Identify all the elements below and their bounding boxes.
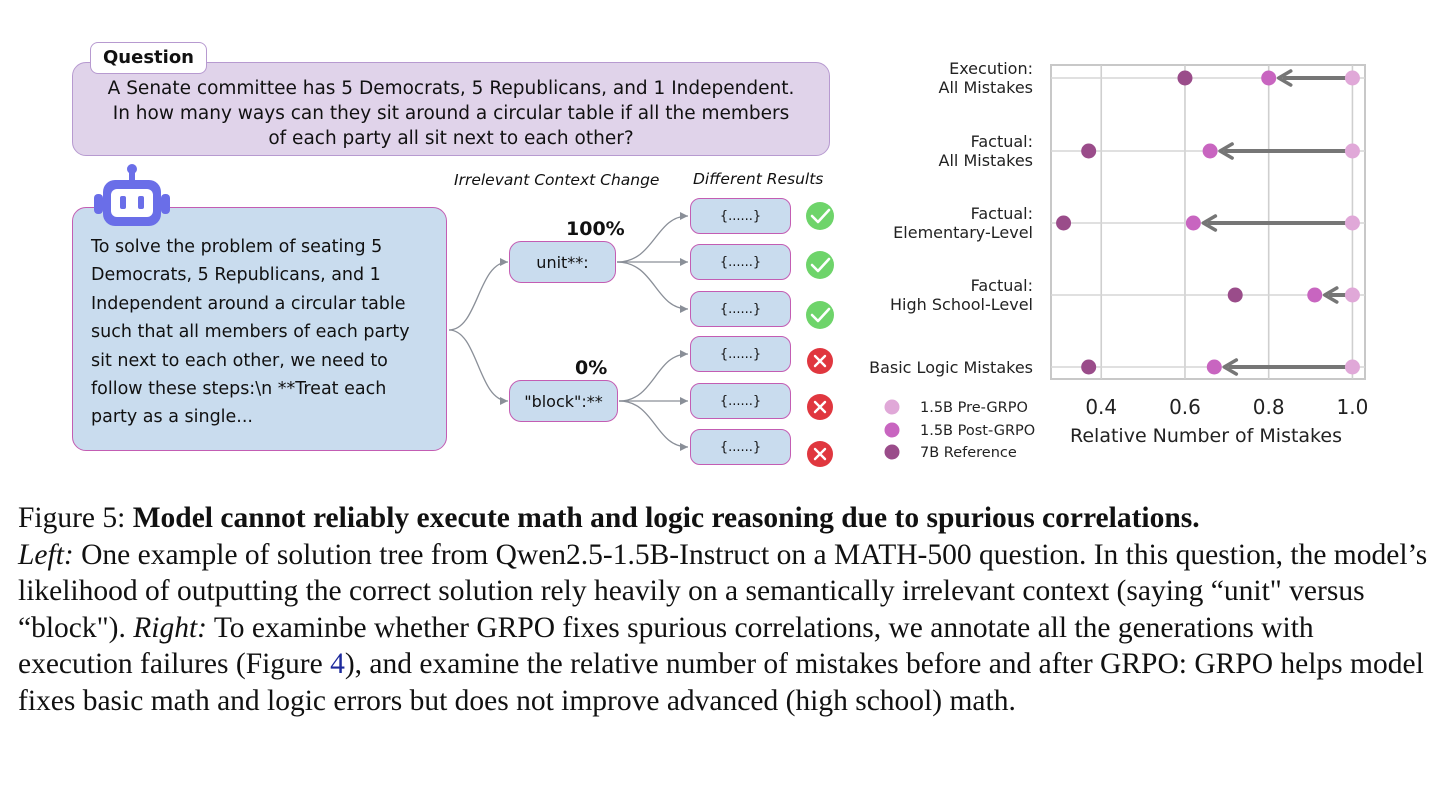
shift-arrow-head: [1218, 142, 1234, 160]
legend-marker: [884, 399, 900, 415]
header-context-change: Irrelevant Context Change: [454, 171, 660, 189]
legend-label: 7B Reference: [920, 445, 1017, 461]
answer-line: Democrats, 5 Republicans, and 1: [91, 265, 381, 286]
y-category-label: All Mistakes: [939, 78, 1033, 97]
cross-icon: [807, 348, 833, 374]
plot-frame: [1050, 64, 1366, 380]
data-point: [1344, 287, 1360, 303]
data-point: [1344, 70, 1360, 86]
percent-unit: 100%: [566, 218, 625, 240]
percent-block: 0%: [575, 357, 608, 379]
caption-figure-ref[interactable]: 4: [330, 648, 345, 680]
data-point: [1185, 215, 1201, 231]
check-icon: [806, 301, 834, 329]
token-node-unit: unit**:: [509, 241, 616, 283]
header-different-results: Different Results: [693, 170, 824, 188]
x-tick-label: 0.8: [1253, 395, 1285, 419]
data-point: [1202, 143, 1218, 159]
data-point: [1081, 359, 1097, 375]
data-point: [1056, 215, 1072, 231]
x-tick-label: 1.0: [1337, 395, 1369, 419]
y-category-label: Execution:: [949, 59, 1033, 78]
answer-line: such that all members of each party: [91, 322, 410, 343]
result-leaf: {......}: [690, 244, 791, 280]
caption-prefix: Figure 5:: [18, 502, 133, 534]
question-line: of each party all sit next to each other…: [268, 128, 634, 149]
figure-caption: Figure 5: Model cannot reliably execute …: [18, 500, 1430, 719]
shift-arrow-head: [1322, 286, 1339, 304]
x-tick-label: 0.6: [1169, 395, 1201, 419]
legend-marker: [884, 422, 900, 438]
legend-label: 1.5B Post-GRPO: [920, 423, 1035, 439]
data-point: [1344, 143, 1360, 159]
data-point: [1206, 359, 1222, 375]
y-category-label: Elementary-Level: [893, 223, 1033, 242]
caption-right-label: Right:: [133, 611, 207, 644]
data-point: [1227, 287, 1243, 303]
result-marks: [806, 202, 834, 467]
data-point: [1307, 287, 1323, 303]
model-answer-box: To solve the problem of seating 5 Democr…: [72, 207, 447, 451]
caption-right-text-1: To examinbe whether GRPO fixes spurious …: [18, 611, 1314, 681]
result-leaf: {......}: [690, 291, 791, 327]
legend-label: 1.5B Pre-GRPO: [920, 400, 1028, 416]
caption-left-text: One example of solution tree from Qwen2.…: [18, 538, 1428, 644]
y-category-label: High School-Level: [890, 295, 1033, 314]
answer-line: sit next to each other, we need to: [91, 350, 388, 371]
answer-line: party as a single...: [91, 407, 253, 428]
check-icon: [806, 202, 834, 230]
caption-title: Model cannot reliably execute math and l…: [132, 502, 1200, 534]
y-category-label: Basic Logic Mistakes: [869, 358, 1033, 377]
question-text: A Senate committee has 5 Democrats, 5 Re…: [73, 76, 829, 151]
y-category-label: All Mistakes: [939, 151, 1033, 170]
answer-line: follow these steps:\n **Treat each: [91, 379, 387, 400]
x-tick-label: 0.4: [1085, 395, 1117, 419]
y-category-label: Factual:: [971, 132, 1033, 151]
shift-arrow-head: [1222, 358, 1239, 376]
data-point: [1177, 70, 1193, 86]
shift-arrow-head: [1276, 69, 1293, 87]
data-point: [1261, 70, 1277, 86]
question-tag: Question: [90, 42, 207, 74]
result-leaf: {......}: [690, 336, 791, 372]
y-category-label: Factual:: [971, 204, 1033, 223]
data-point: [1344, 215, 1360, 231]
cross-icon: [807, 394, 833, 420]
question-box: A Senate committee has 5 Democrats, 5 Re…: [72, 62, 830, 156]
legend-marker: [884, 444, 900, 460]
question-line: In how many ways can they sit around a c…: [112, 103, 790, 124]
result-leaf: {......}: [690, 198, 791, 234]
question-line: A Senate committee has 5 Democrats, 5 Re…: [107, 78, 795, 99]
y-category-label: Factual:: [971, 276, 1033, 295]
caption-right-text-2: ), and examine the relative number of mi…: [18, 648, 1424, 717]
robot-icon: [94, 164, 170, 226]
result-leaf: {......}: [690, 383, 791, 419]
x-axis-label: Relative Number of Mistakes: [1070, 425, 1342, 447]
caption-left-label: Left:: [18, 538, 74, 571]
data-point: [1344, 359, 1360, 375]
answer-line: Independent around a circular table: [91, 293, 406, 314]
model-answer-text: To solve the problem of seating 5 Democr…: [91, 233, 436, 432]
shift-arrow-head: [1201, 214, 1218, 232]
answer-line: To solve the problem of seating 5: [91, 237, 383, 257]
token-node-block: "block":**: [509, 380, 618, 422]
data-point: [1081, 143, 1097, 159]
solution-tree-connectors: [448, 212, 689, 451]
check-icon: [806, 251, 834, 279]
cross-icon: [807, 441, 833, 467]
result-leaf: {......}: [690, 429, 791, 465]
